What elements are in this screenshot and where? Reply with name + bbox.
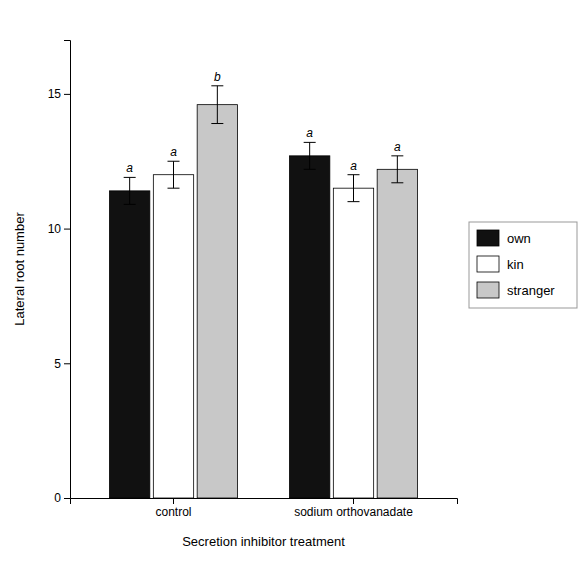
error-cap	[168, 188, 180, 189]
error-cap	[348, 174, 360, 175]
error-cap	[348, 201, 360, 202]
error-cap	[304, 169, 316, 170]
error-line	[129, 177, 130, 204]
series	[153, 161, 373, 498]
annotation: a	[126, 161, 133, 175]
error-bar	[391, 156, 403, 183]
x-axis: control sodium orthovanadate	[71, 498, 458, 519]
x-tick-mark	[353, 498, 354, 504]
legend-swatch	[477, 282, 499, 298]
error-cap	[211, 85, 223, 86]
bar	[153, 175, 193, 498]
y-tick-label: 10	[48, 222, 62, 236]
error-bar	[211, 86, 223, 124]
legend-swatch	[477, 256, 499, 272]
legend-swatch	[477, 230, 499, 246]
annotation: a	[394, 140, 401, 154]
error-bar	[168, 161, 180, 188]
error-line	[397, 156, 398, 183]
legend-item: own	[477, 230, 531, 246]
y-axis: 0 5 10 15	[48, 41, 71, 506]
marks	[110, 86, 418, 498]
bar	[110, 191, 150, 498]
annotation: b	[214, 70, 221, 84]
y-axis-title: Lateral root number	[12, 212, 27, 326]
bar	[290, 156, 330, 498]
legend-label: kin	[507, 257, 524, 272]
legend-frame	[469, 222, 577, 308]
error-cap	[391, 155, 403, 156]
error-cap	[124, 204, 136, 205]
y-tick-mark	[64, 229, 70, 230]
error-bar	[304, 142, 316, 169]
annotation: a	[350, 159, 357, 173]
error-cap	[168, 161, 180, 162]
y-tick-label: 5	[54, 357, 61, 371]
x-tick: control	[155, 498, 191, 519]
y-tick: 0	[54, 491, 70, 505]
bar	[377, 169, 417, 498]
error-line	[217, 86, 218, 124]
legend-item: kin	[477, 256, 524, 272]
y-tick-label: 0	[54, 491, 61, 505]
y-axis-line	[64, 41, 71, 499]
bar	[333, 188, 373, 498]
annotation: a	[306, 126, 313, 140]
error-bar	[124, 177, 136, 204]
y-tick-label: 15	[48, 87, 62, 101]
legend-label: stranger	[507, 283, 555, 298]
error-line	[309, 142, 310, 169]
y-tick: 15	[48, 87, 70, 101]
x-tick: sodium orthovanadate	[294, 498, 413, 519]
legend: own kin stranger	[469, 222, 577, 308]
y-tick-mark	[64, 94, 70, 95]
annotations: a a a a b a	[126, 70, 401, 176]
chart: a a a a b a control sodium orthovanadate 0 5 10 15 S…	[0, 0, 587, 568]
y-tick-mark	[64, 498, 70, 499]
error-bar	[348, 175, 360, 202]
x-tick-label: control	[155, 505, 191, 519]
x-axis-title: Secretion inhibitor treatment	[182, 534, 345, 549]
y-tick: 10	[48, 222, 70, 236]
series	[197, 86, 417, 498]
error-cap	[124, 177, 136, 178]
y-tick: 5	[54, 357, 70, 371]
error-cap	[211, 123, 223, 124]
bar	[197, 105, 237, 498]
error-line	[353, 175, 354, 202]
error-cap	[304, 142, 316, 143]
legend-item: stranger	[477, 282, 555, 298]
annotation: a	[170, 145, 177, 159]
error-line	[173, 161, 174, 188]
y-tick-mark	[64, 363, 70, 364]
x-tick-mark	[173, 498, 174, 504]
legend-label: own	[507, 231, 531, 246]
x-tick-label: sodium orthovanadate	[294, 505, 413, 519]
error-cap	[391, 182, 403, 183]
plot: a a a a b a control sodium orthovanadate 0 5 10 15 S…	[12, 41, 458, 550]
x-axis-line	[71, 499, 458, 505]
